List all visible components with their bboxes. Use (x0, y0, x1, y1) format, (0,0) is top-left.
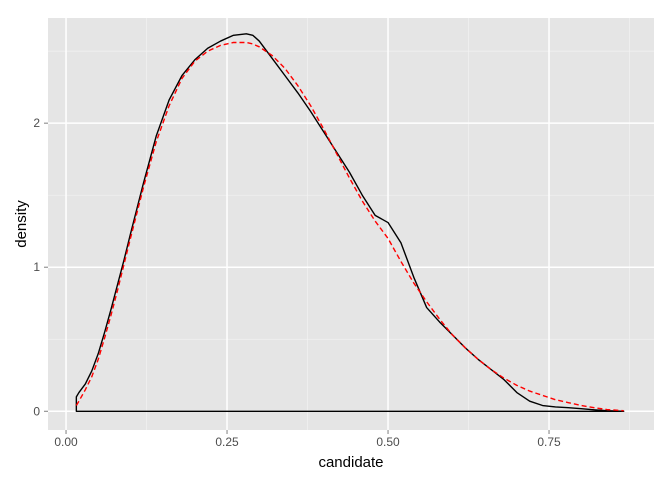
y-tick-labels: 0 1 2 (33, 116, 40, 418)
y-tick-label: 1 (33, 260, 40, 274)
x-tick-label: 0.75 (537, 435, 561, 449)
y-tick-label: 0 (33, 404, 40, 418)
minor-gridlines (48, 18, 654, 430)
y-axis-title: density (13, 200, 30, 248)
fitted-density-dashed-line (75, 41, 624, 412)
plot-panel (48, 18, 654, 430)
axis-ticks (44, 122, 550, 434)
x-axis-title: candidate (318, 454, 383, 471)
empirical-density-line (75, 33, 625, 412)
x-tick-labels: 0.00 0.25 0.50 0.75 (54, 435, 561, 449)
x-tick-label: 0.50 (376, 435, 400, 449)
x-tick-label: 0.00 (54, 435, 78, 449)
series-layer (75, 33, 625, 412)
x-tick-label: 0.25 (215, 435, 239, 449)
y-tick-label: 2 (33, 116, 40, 130)
